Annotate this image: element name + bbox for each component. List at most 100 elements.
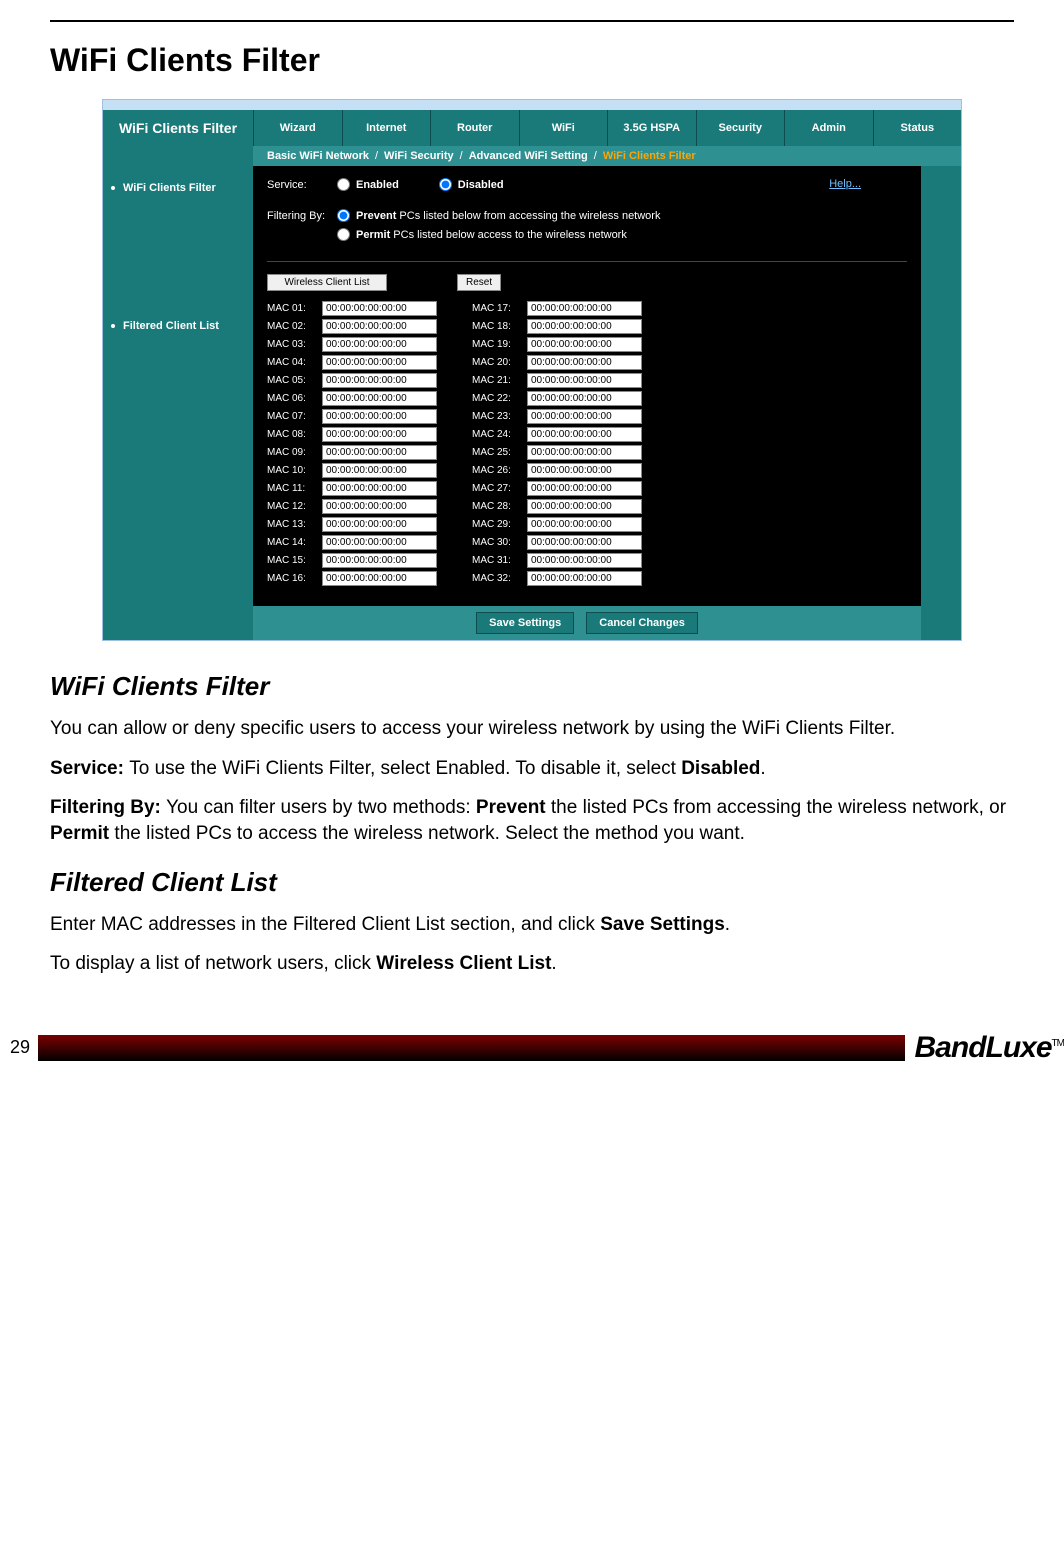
mac-label-30: MAC 30:	[472, 537, 527, 548]
mac-label-21: MAC 21:	[472, 375, 527, 386]
mac-input-6[interactable]	[322, 391, 437, 406]
mac-input-22[interactable]	[527, 391, 642, 406]
tab-status[interactable]: Status	[873, 110, 962, 146]
mac-label-3: MAC 03:	[267, 339, 322, 350]
mac-input-32[interactable]	[527, 571, 642, 586]
sidebar: WiFi Clients Filter Filtered Client List	[103, 166, 253, 640]
mac-label-10: MAC 10:	[267, 465, 322, 476]
wireless-client-list-button[interactable]: Wireless Client List	[267, 274, 387, 291]
mac-label-32: MAC 32:	[472, 573, 527, 584]
subtab-basic-wifi-network[interactable]: Basic WiFi Network	[267, 150, 369, 162]
mac-input-14[interactable]	[322, 535, 437, 550]
page-title: WiFi Clients Filter	[50, 42, 1014, 79]
tab-wifi[interactable]: WiFi	[519, 110, 608, 146]
service-label: Service:	[267, 179, 337, 191]
mac-label-8: MAC 08:	[267, 429, 322, 440]
mac-input-5[interactable]	[322, 373, 437, 388]
sidebar-item-filter[interactable]: WiFi Clients Filter	[103, 174, 253, 202]
doc-body: WiFi Clients Filter You can allow or den…	[50, 671, 1014, 977]
page-footer: 29 BandLuxeTM	[0, 1031, 1064, 1065]
tab-admin[interactable]: Admin	[784, 110, 873, 146]
doc-p1: You can allow or deny specific users to …	[50, 716, 1014, 742]
mac-input-27[interactable]	[527, 481, 642, 496]
mac-label-15: MAC 15:	[267, 555, 322, 566]
mac-input-28[interactable]	[527, 499, 642, 514]
sub-tabs: Basic WiFi Network/WiFi Security/Advance…	[253, 146, 961, 166]
doc-p2: Service: To use the WiFi Clients Filter,…	[50, 756, 1014, 782]
doc-p4: Enter MAC addresses in the Filtered Clie…	[50, 912, 1014, 938]
mac-label-23: MAC 23:	[472, 411, 527, 422]
doc-p3: Filtering By: You can filter users by tw…	[50, 795, 1014, 846]
mac-input-26[interactable]	[527, 463, 642, 478]
mac-label-7: MAC 07:	[267, 411, 322, 422]
mac-label-13: MAC 13:	[267, 519, 322, 530]
subtab-wifi-clients-filter[interactable]: WiFi Clients Filter	[603, 150, 696, 162]
service-disabled-label: Disabled	[458, 179, 504, 191]
mac-input-31[interactable]	[527, 553, 642, 568]
mac-input-3[interactable]	[322, 337, 437, 352]
mac-label-29: MAC 29:	[472, 519, 527, 530]
mac-input-8[interactable]	[322, 427, 437, 442]
mac-input-24[interactable]	[527, 427, 642, 442]
filter-prevent-text: Prevent PCs listed below from accessing …	[356, 210, 660, 222]
mac-input-20[interactable]	[527, 355, 642, 370]
cancel-changes-button[interactable]: Cancel Changes	[586, 612, 698, 634]
tab-router[interactable]: Router	[430, 110, 519, 146]
mac-label-31: MAC 31:	[472, 555, 527, 566]
mac-input-19[interactable]	[527, 337, 642, 352]
main-tabs: WizardInternetRouterWiFi3.5G HSPASecurit…	[253, 110, 961, 146]
reset-button[interactable]: Reset	[457, 274, 501, 291]
tab-internet[interactable]: Internet	[342, 110, 431, 146]
mac-input-2[interactable]	[322, 319, 437, 334]
mac-input-23[interactable]	[527, 409, 642, 424]
mac-label-16: MAC 16:	[267, 573, 322, 584]
help-link[interactable]: Help...	[829, 178, 861, 190]
mac-input-12[interactable]	[322, 499, 437, 514]
service-enabled-label: Enabled	[356, 179, 399, 191]
footer-bar	[38, 1035, 904, 1061]
filter-prevent-radio[interactable]	[337, 209, 350, 222]
subtab-advanced-wifi-setting[interactable]: Advanced WiFi Setting	[469, 150, 588, 162]
mac-label-22: MAC 22:	[472, 393, 527, 404]
router-screenshot: WiFi Clients Filter WizardInternetRouter…	[102, 99, 962, 641]
mac-label-4: MAC 04:	[267, 357, 322, 368]
filtering-label: Filtering By:	[267, 210, 337, 222]
save-settings-button[interactable]: Save Settings	[476, 612, 574, 634]
mac-label-12: MAC 12:	[267, 501, 322, 512]
mac-input-15[interactable]	[322, 553, 437, 568]
sidebar-item-list[interactable]: Filtered Client List	[103, 312, 253, 340]
mac-input-25[interactable]	[527, 445, 642, 460]
mac-input-21[interactable]	[527, 373, 642, 388]
mac-label-19: MAC 19:	[472, 339, 527, 350]
page-number: 29	[10, 1037, 30, 1058]
doc-heading-1: WiFi Clients Filter	[50, 671, 1014, 702]
mac-input-4[interactable]	[322, 355, 437, 370]
content-area: Help... Service: Enabled Disabled	[253, 166, 921, 640]
tab-wizard[interactable]: Wizard	[253, 110, 342, 146]
tab-security[interactable]: Security	[696, 110, 785, 146]
mac-input-7[interactable]	[322, 409, 437, 424]
mac-input-17[interactable]	[527, 301, 642, 316]
tab-3-5g-hspa[interactable]: 3.5G HSPA	[607, 110, 696, 146]
mac-input-16[interactable]	[322, 571, 437, 586]
service-enabled-radio[interactable]	[337, 178, 350, 191]
mac-address-grid: MAC 01:MAC 17:MAC 02:MAC 18:MAC 03:MAC 1…	[267, 301, 907, 586]
mac-input-30[interactable]	[527, 535, 642, 550]
mac-input-11[interactable]	[322, 481, 437, 496]
mac-label-14: MAC 14:	[267, 537, 322, 548]
mac-label-26: MAC 26:	[472, 465, 527, 476]
mac-input-1[interactable]	[322, 301, 437, 316]
mac-label-24: MAC 24:	[472, 429, 527, 440]
mac-label-2: MAC 02:	[267, 321, 322, 332]
mac-label-17: MAC 17:	[472, 303, 527, 314]
mac-input-9[interactable]	[322, 445, 437, 460]
mac-input-13[interactable]	[322, 517, 437, 532]
mac-input-18[interactable]	[527, 319, 642, 334]
mac-label-11: MAC 11:	[267, 483, 322, 494]
service-disabled-radio[interactable]	[439, 178, 452, 191]
mac-input-10[interactable]	[322, 463, 437, 478]
subtab-wifi-security[interactable]: WiFi Security	[384, 150, 454, 162]
doc-p5: To display a list of network users, clic…	[50, 951, 1014, 977]
mac-input-29[interactable]	[527, 517, 642, 532]
filter-permit-radio[interactable]	[337, 228, 350, 241]
